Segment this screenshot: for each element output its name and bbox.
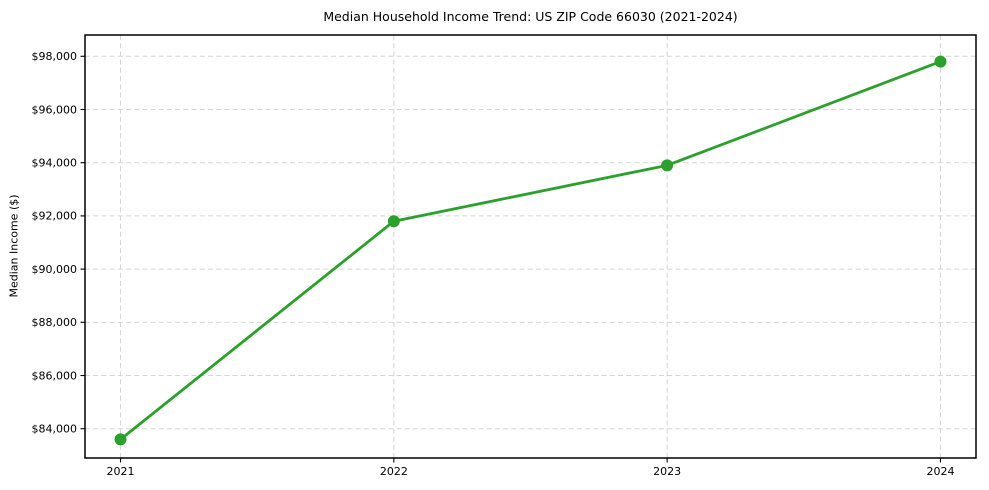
data-point-2023 — [661, 159, 674, 172]
data-point-2022 — [387, 215, 400, 228]
x-tick-label: 2021 — [107, 465, 135, 478]
plot-border — [84, 34, 977, 459]
trend-line — [119, 60, 942, 441]
x-tick-label: 2024 — [926, 465, 954, 478]
x-tick-label: 2023 — [653, 465, 681, 478]
y-tick-label: $88,000 — [32, 316, 78, 329]
y-tick-label: $92,000 — [32, 210, 78, 223]
y-tick-label: $90,000 — [32, 263, 78, 276]
y-tick-label: $98,000 — [32, 50, 78, 63]
y-tick-label: $84,000 — [32, 423, 78, 436]
y-tick-label: $96,000 — [32, 103, 78, 116]
data-point-2024 — [934, 55, 947, 68]
chart-title: Median Household Income Trend: US ZIP Co… — [323, 9, 738, 24]
data-point-2021 — [114, 433, 127, 446]
x-tick-label: 2022 — [380, 465, 408, 478]
y-tick-label: $94,000 — [32, 156, 78, 169]
y-tick-label: $86,000 — [32, 369, 78, 382]
